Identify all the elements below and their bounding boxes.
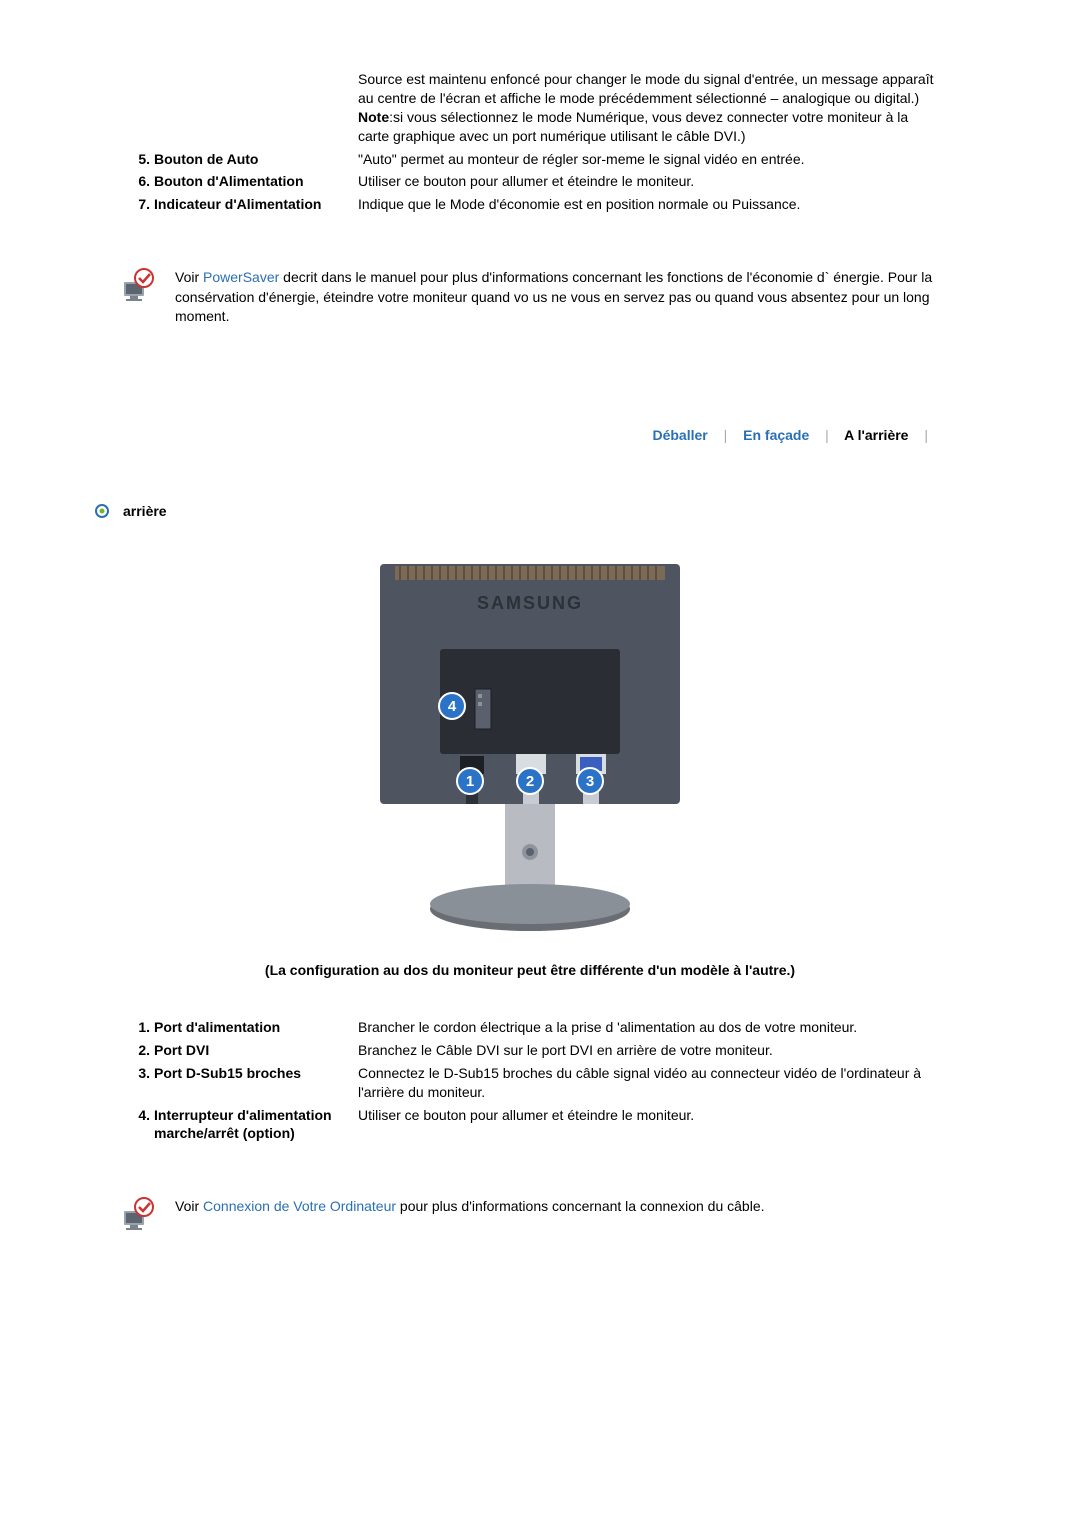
- figure-caption: (La configuration au dos du moniteur peu…: [120, 962, 940, 978]
- table-row: 3. Port D-Sub15 broches Connectez le D-S…: [120, 1064, 940, 1106]
- table-row: 1. Port d'alimentation Brancher le cordo…: [120, 1018, 940, 1041]
- row-desc: Brancher le cordon électrique a la prise…: [358, 1018, 940, 1041]
- row-label: Indicateur d'Alimentation: [154, 195, 358, 218]
- row-desc: Connectez le D-Sub15 broches du câble si…: [358, 1064, 940, 1106]
- row-desc: Utiliser ce bouton pour allumer et étein…: [358, 1106, 940, 1148]
- nav-link-deballer[interactable]: Déballer: [652, 427, 707, 443]
- powersaver-link[interactable]: PowerSaver: [203, 269, 279, 285]
- row-label: Bouton d'Alimentation: [154, 172, 358, 195]
- connexion-link[interactable]: Connexion de Votre Ordinateur: [203, 1198, 396, 1214]
- row-desc: "Auto" permet au monteur de régler sor-m…: [358, 150, 940, 173]
- row-desc: Branchez le Câble DVI sur le port DVI en…: [358, 1041, 940, 1064]
- note-post: pour plus d'informations concernant la c…: [396, 1198, 764, 1214]
- bullet-icon: [95, 504, 109, 518]
- row-label: Interrupteur d'alimentation marche/arrêt…: [154, 1106, 358, 1148]
- pre-desc-p1: Source est maintenu enfoncé pour changer…: [358, 71, 934, 106]
- note-block: Voir PowerSaver decrit dans le manuel po…: [120, 268, 940, 327]
- row-label: Bouton de Auto: [154, 150, 358, 173]
- content: Source est maintenu enfoncé pour changer…: [0, 0, 1080, 1236]
- nav-sep: |: [712, 427, 740, 443]
- checkmark-monitor-icon: [120, 1197, 160, 1236]
- row-number: 1.: [120, 1018, 154, 1041]
- marker-1: 1: [466, 773, 474, 790]
- row-number: 4.: [120, 1106, 154, 1148]
- table-row: 5. Bouton de Auto "Auto" permet au monte…: [120, 150, 940, 173]
- nav-link-arriere[interactable]: A l'arrière: [844, 427, 908, 443]
- row-number: 3.: [120, 1064, 154, 1106]
- row-number: 7.: [120, 195, 154, 218]
- page: Source est maintenu enfoncé pour changer…: [0, 0, 1080, 1336]
- note-pre: Voir: [175, 1198, 203, 1214]
- row-label: [154, 70, 358, 150]
- note-block: Voir Connexion de Votre Ordinateur pour …: [120, 1197, 940, 1236]
- row-number: 6.: [120, 172, 154, 195]
- note-post: decrit dans le manuel pour plus d'inform…: [175, 269, 932, 324]
- section-header: arrière: [95, 503, 940, 519]
- checkmark-monitor-icon: [120, 268, 160, 307]
- marker-3: 3: [586, 773, 594, 790]
- note-pre: Voir: [175, 269, 203, 285]
- row-desc: Source est maintenu enfoncé pour changer…: [358, 70, 940, 150]
- row-label: Port DVI: [154, 1041, 358, 1064]
- row-label: Port D-Sub15 broches: [154, 1064, 358, 1106]
- nav-sep: |: [813, 427, 841, 443]
- nav-sep: |: [912, 427, 940, 443]
- rear-spec-table: 1. Port d'alimentation Brancher le cordo…: [120, 1018, 940, 1147]
- svg-text:SAMSUNG: SAMSUNG: [477, 593, 583, 613]
- row-number: 5.: [120, 150, 154, 173]
- note-text: Voir Connexion de Votre Ordinateur pour …: [175, 1197, 940, 1217]
- note-label: Note: [358, 109, 389, 125]
- table-row: 4. Interrupteur d'alimentation marche/ar…: [120, 1106, 940, 1148]
- marker-4: 4: [448, 698, 457, 715]
- monitor-rear-illustration: SAMSUNG: [340, 554, 720, 934]
- nav-links: Déballer | En façade | A l'arrière |: [120, 427, 940, 443]
- nav-link-facade[interactable]: En façade: [743, 427, 809, 443]
- table-row: Source est maintenu enfoncé pour changer…: [120, 70, 940, 150]
- note-text: Voir PowerSaver decrit dans le manuel po…: [175, 268, 940, 327]
- row-number: 2.: [120, 1041, 154, 1064]
- row-desc: Utiliser ce bouton pour allumer et étein…: [358, 172, 940, 195]
- front-spec-table: Source est maintenu enfoncé pour changer…: [120, 70, 940, 218]
- marker-2: 2: [526, 773, 534, 790]
- table-row: 6. Bouton d'Alimentation Utiliser ce bou…: [120, 172, 940, 195]
- row-label: Port d'alimentation: [154, 1018, 358, 1041]
- rear-figure: SAMSUNG: [120, 554, 940, 937]
- table-row: 2. Port DVI Branchez le Câble DVI sur le…: [120, 1041, 940, 1064]
- table-row: 7. Indicateur d'Alimentation Indique que…: [120, 195, 940, 218]
- row-desc: Indique que le Mode d'économie est en po…: [358, 195, 940, 218]
- row-number: [120, 70, 154, 150]
- note-text-inline: :si vous sélectionnez le mode Numérique,…: [358, 109, 908, 144]
- section-title: arrière: [123, 503, 167, 519]
